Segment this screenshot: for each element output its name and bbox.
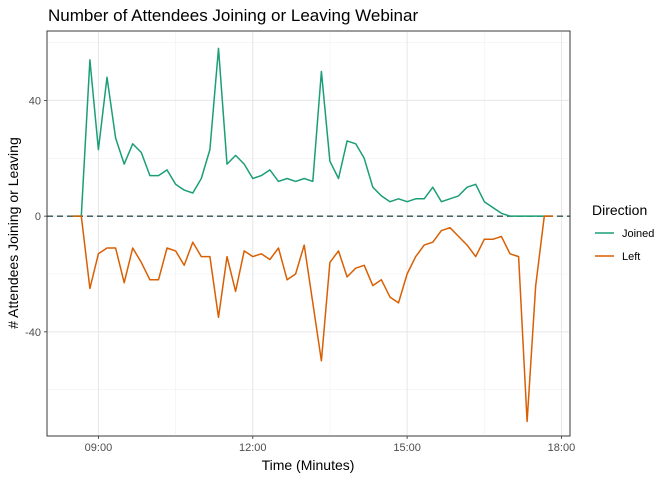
x-axis: 09:00 12:00 15:00 18:00 [85,436,576,454]
x-axis-title: Time (Minutes) [262,457,355,473]
y-tick-label: 40 [29,95,41,107]
x-tick-label: 15:00 [393,442,421,454]
chart-title: Number of Attendees Joining or Leaving W… [48,6,418,25]
series-line-joined [72,47,553,217]
y-axis-title: # Attendees Joining or Leaving [5,137,21,328]
y-tick-label: -40 [25,327,41,339]
legend-label-joined: Joined [622,228,654,240]
x-tick-label: 18:00 [548,442,576,454]
series-line-left [72,215,553,423]
legend: Direction Joined Left [592,202,654,263]
panel-border [46,30,571,437]
legend-label-left: Left [622,251,640,263]
x-tick-label: 09:00 [85,442,113,454]
x-tick-label: 12:00 [239,442,267,454]
plot-area [46,30,571,437]
y-axis: 40 0 -40 [25,95,47,339]
series-layer [72,47,553,423]
legend-title: Direction [592,202,647,218]
y-tick-label: 0 [35,211,41,223]
panel-background [46,30,571,437]
